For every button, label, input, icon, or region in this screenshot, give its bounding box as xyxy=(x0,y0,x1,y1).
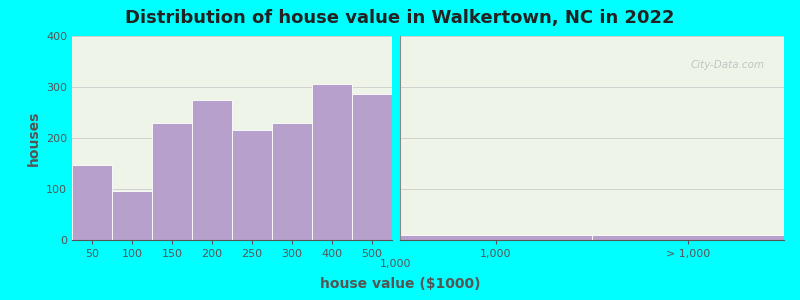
Text: Distribution of house value in Walkertown, NC in 2022: Distribution of house value in Walkertow… xyxy=(126,9,674,27)
Text: house value ($1000): house value ($1000) xyxy=(320,277,480,291)
Bar xyxy=(352,94,392,240)
Text: City-Data.com: City-Data.com xyxy=(690,61,765,70)
Text: 1,000: 1,000 xyxy=(380,260,412,269)
Bar xyxy=(400,235,592,240)
Y-axis label: houses: houses xyxy=(26,110,41,166)
Bar xyxy=(272,123,312,240)
Bar xyxy=(112,190,152,240)
Bar xyxy=(72,164,112,240)
Bar xyxy=(312,84,352,240)
Bar xyxy=(192,100,232,240)
Bar xyxy=(152,123,192,240)
Bar xyxy=(232,130,272,240)
Bar xyxy=(592,235,784,240)
